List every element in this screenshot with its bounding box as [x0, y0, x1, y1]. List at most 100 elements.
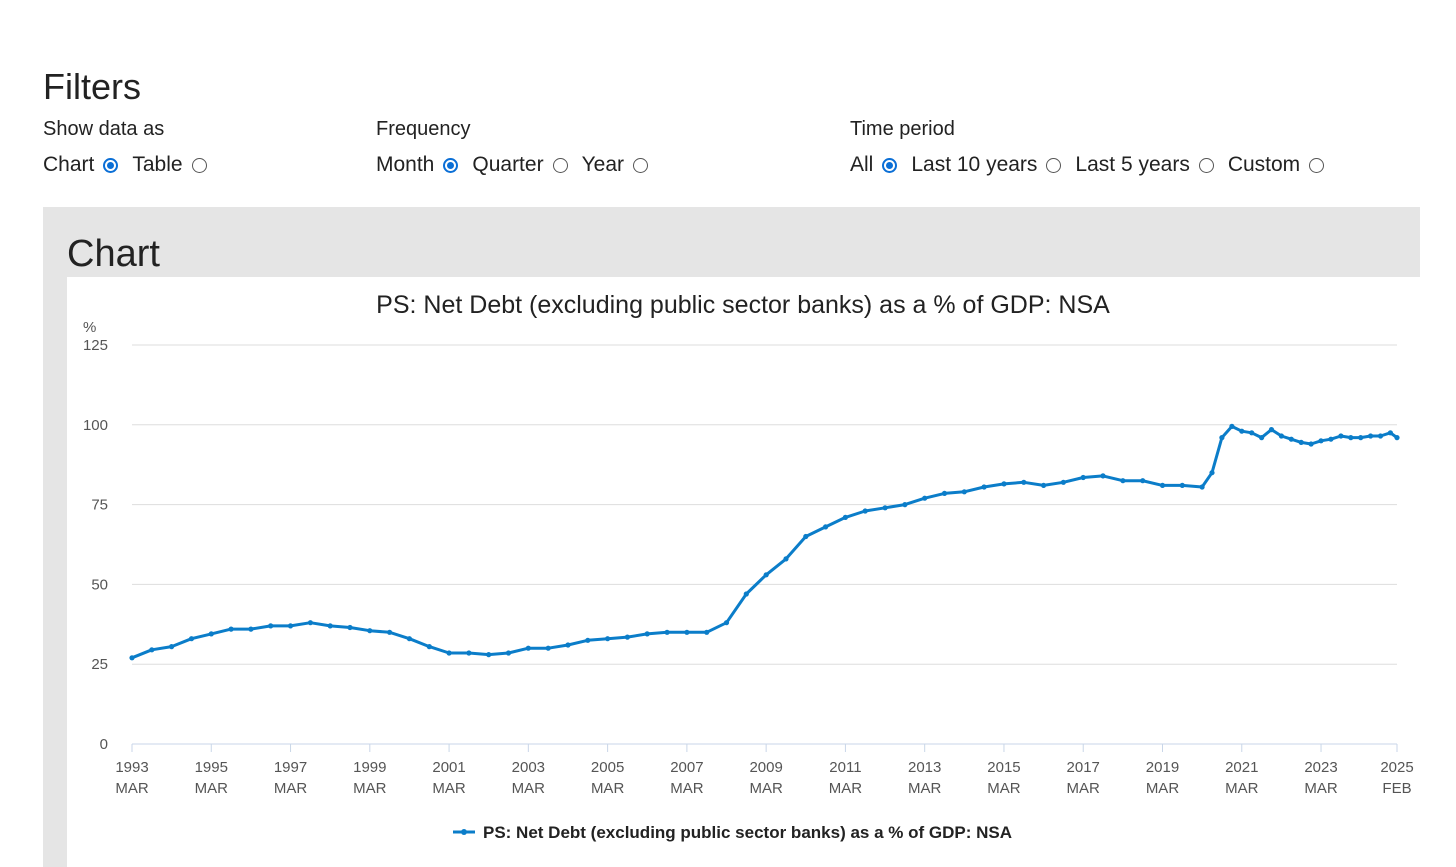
chart-title: PS: Net Debt (excluding public sector ba…	[376, 291, 1110, 319]
data-point	[1328, 436, 1334, 442]
data-point	[961, 489, 967, 495]
line-chart: PS: Net Debt (excluding public sector ba…	[83, 291, 1414, 842]
option-month[interactable]: Month	[376, 153, 459, 177]
y-tick-label: 25	[91, 656, 108, 673]
y-tick-label: 100	[83, 417, 108, 434]
data-point	[347, 624, 353, 631]
x-tick-month-label: MAR	[1146, 780, 1180, 797]
series-line	[130, 424, 1399, 660]
data-point	[763, 572, 769, 578]
option-chart-label: Chart	[43, 153, 95, 176]
data-point	[941, 490, 948, 496]
data-point	[525, 645, 531, 651]
x-tick-month-label: MAR	[432, 780, 466, 797]
option-quarter[interactable]: Quarter	[472, 153, 568, 177]
data-point	[505, 650, 512, 656]
data-point	[1387, 430, 1393, 436]
year-radio[interactable]	[633, 157, 649, 173]
data-point	[565, 642, 571, 648]
x-tick-year-label: 2025	[1380, 759, 1413, 776]
data-point	[1348, 435, 1354, 441]
x-tick-month-label: MAR	[115, 780, 149, 797]
frequency-group: Frequency Month Quarter Year	[376, 118, 662, 177]
custom-radio[interactable]	[1309, 157, 1325, 173]
data-point	[129, 655, 135, 661]
data-point	[882, 505, 888, 511]
data-point	[149, 647, 155, 653]
all-radio[interactable]	[882, 157, 898, 173]
x-tick-year-label: 2013	[908, 759, 941, 776]
x-tick-month-label: MAR	[274, 780, 308, 797]
x-tick-month-label: MAR	[987, 780, 1021, 797]
table-radio[interactable]	[191, 157, 207, 173]
data-point	[1140, 478, 1146, 484]
data-point	[1268, 427, 1275, 433]
data-point	[327, 623, 333, 629]
x-tick-month-label: MAR	[749, 780, 783, 797]
data-point	[387, 629, 393, 635]
legend-label: PS: Net Debt (excluding public sector ba…	[483, 823, 1012, 842]
data-point	[367, 628, 373, 634]
data-point	[169, 644, 175, 650]
data-point	[981, 484, 987, 490]
data-point	[208, 631, 214, 637]
option-last-5-years[interactable]: Last 5 years	[1075, 153, 1214, 177]
option-all[interactable]: All	[850, 153, 898, 177]
data-point	[1368, 433, 1374, 439]
quarter-radio[interactable]	[552, 157, 568, 173]
x-tick-year-label: 2015	[987, 759, 1020, 776]
y-tick-label: 50	[91, 576, 108, 593]
data-point	[287, 623, 294, 629]
filters-title: Filters	[43, 66, 141, 107]
x-tick-year-label: 2011	[829, 759, 861, 776]
data-point	[783, 556, 789, 562]
month-radio[interactable]	[443, 157, 459, 173]
x-tick-month-label: MAR	[353, 780, 387, 797]
data-point	[624, 634, 631, 640]
data-point	[922, 495, 928, 501]
option-table[interactable]: Table	[132, 153, 207, 177]
show-data-as-group: Show data as Chart Table	[43, 118, 221, 177]
data-point	[1060, 479, 1066, 485]
data-point	[1179, 482, 1185, 488]
last-5-years-radio[interactable]	[1198, 157, 1214, 173]
last-10-years-radio[interactable]	[1046, 157, 1062, 173]
y-tick-label: 0	[100, 736, 108, 753]
option-chart[interactable]: Chart	[43, 153, 119, 177]
data-point	[426, 644, 432, 650]
data-point	[307, 620, 313, 626]
x-tick-month-label: MAR	[1225, 780, 1259, 797]
chart-section-heading: Chart	[67, 233, 160, 275]
option-year[interactable]: Year	[581, 153, 649, 177]
data-point	[605, 636, 611, 642]
data-point	[446, 650, 452, 656]
chart-panel: Chart PS: Net Debt (excluding public sec…	[43, 207, 1420, 867]
data-point	[803, 533, 809, 540]
data-point	[1041, 482, 1047, 488]
option-all-label: All	[850, 153, 874, 176]
x-tick-year-label: 2017	[1067, 759, 1100, 776]
data-point	[902, 502, 908, 508]
x-tick-year-label: 2023	[1304, 759, 1337, 776]
data-point	[1377, 433, 1384, 439]
data-point	[1288, 436, 1294, 442]
x-tick-year-label: 2007	[670, 759, 703, 776]
time-period-label: Time period	[850, 118, 955, 140]
data-point	[1120, 478, 1126, 484]
x-tick-month-label: MAR	[195, 780, 229, 797]
data-point	[1239, 428, 1245, 434]
x-tick-year-label: 1997	[274, 759, 307, 776]
chart-radio[interactable]	[103, 157, 119, 173]
data-point	[862, 508, 868, 514]
data-point	[1209, 470, 1215, 476]
data-point	[1308, 441, 1314, 447]
x-tick-year-label: 1999	[353, 759, 386, 776]
data-point	[585, 637, 591, 643]
option-custom[interactable]: Custom	[1228, 153, 1325, 177]
data-point	[466, 650, 472, 656]
frequency-label: Frequency	[376, 118, 471, 140]
option-last-10-years[interactable]: Last 10 years	[911, 153, 1062, 177]
data-point	[1259, 435, 1265, 441]
option-year-label: Year	[581, 153, 625, 176]
option-table-label: Table	[132, 153, 183, 176]
